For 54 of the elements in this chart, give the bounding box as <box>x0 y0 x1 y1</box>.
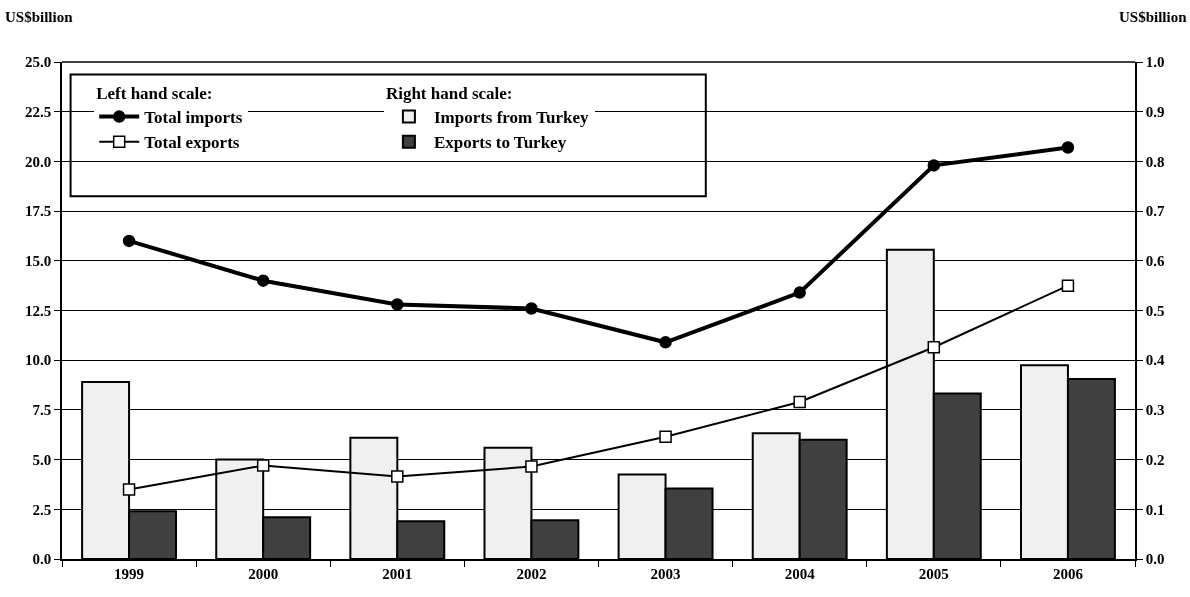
point <box>525 460 538 473</box>
x-tick-label: 2004 <box>784 566 816 582</box>
x-tick-label: 2002 <box>516 566 547 582</box>
point <box>793 286 806 299</box>
point <box>659 430 672 443</box>
point <box>1061 279 1075 292</box>
x-tick-label: 2005 <box>918 566 949 582</box>
y2-tick-label: 0.9 <box>1145 103 1165 120</box>
y2-tick-label: 0.8 <box>1145 153 1165 170</box>
annotation: Right hand scale: <box>385 84 513 104</box>
y-tick-label: 12.5 <box>25 302 52 319</box>
y2-tick-label: 0.1 <box>1145 501 1165 518</box>
y2-axis-title: US$billion <box>1119 9 1188 25</box>
y-tick-label: 7.5 <box>32 402 52 419</box>
y-tick-label: 10.0 <box>25 352 52 369</box>
x-tick-label: 1999 <box>114 566 145 582</box>
x-tick-label: 2003 <box>650 566 681 582</box>
y2-tick-label: 0.4 <box>1145 352 1165 369</box>
point <box>391 470 404 483</box>
point <box>1061 141 1075 154</box>
y2-tick-label: 0.5 <box>1145 302 1165 319</box>
legend-label: Total imports <box>144 108 243 128</box>
point <box>391 298 404 311</box>
legend-label: Imports from Turkey <box>433 108 589 128</box>
y-tick-label: 25.0 <box>25 54 52 71</box>
point <box>659 336 672 349</box>
annotation: Left hand scale: <box>96 84 213 104</box>
point <box>927 159 941 172</box>
y-tick-label: 15.0 <box>25 253 52 270</box>
x-tick-label: 2000 <box>248 566 279 582</box>
y-tick-label: 17.5 <box>25 203 52 220</box>
x-tick-label: 2001 <box>382 566 413 582</box>
y-tick-label: 22.5 <box>25 103 52 120</box>
point <box>525 302 538 315</box>
legend-label: Exports to Turkey <box>433 133 567 153</box>
y-tick-label: 20.0 <box>25 153 52 170</box>
y2-tick-label: 0.0 <box>1145 551 1165 568</box>
y-axis-title: US$billion <box>5 9 74 25</box>
y2-tick-label: 0.2 <box>1145 451 1165 468</box>
y2-tick-label: 1.0 <box>1145 54 1165 71</box>
y2-tick-label: 0.7 <box>1145 203 1165 220</box>
y-tick-label: 2.5 <box>32 501 52 518</box>
y-tick-label: 5.0 <box>32 451 52 468</box>
point <box>793 395 806 409</box>
y2-tick-label: 0.6 <box>1145 253 1165 270</box>
y2-tick-label: 0.3 <box>1145 402 1165 419</box>
x-tick-label: 2006 <box>1052 566 1084 582</box>
y-tick-label: 0.0 <box>32 551 52 568</box>
point <box>122 483 136 496</box>
point <box>256 459 270 472</box>
legend-label: Total exports <box>144 133 240 153</box>
point <box>256 274 270 287</box>
point <box>927 341 941 354</box>
point <box>122 234 136 248</box>
